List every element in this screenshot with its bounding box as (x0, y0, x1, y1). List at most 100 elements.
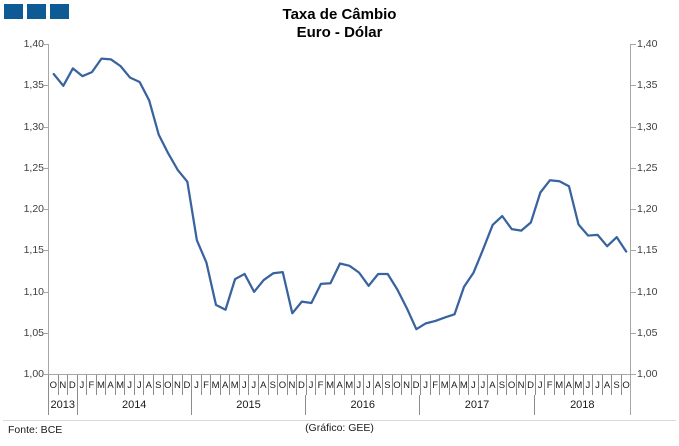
y-tick-label-left: 1,40 (23, 38, 44, 50)
x-axis-month-label: N (288, 375, 298, 395)
y-tick-label-left: 1,05 (23, 326, 44, 339)
y-tick-mark (43, 85, 48, 87)
y-tick-mark (631, 291, 636, 293)
x-axis-month-label: A (106, 375, 116, 395)
x-axis-year-label: 2013 (49, 395, 78, 415)
y-tick-label-right: 1,25 (637, 161, 658, 174)
y-tick-mark (631, 209, 636, 210)
x-axis-line (48, 374, 631, 375)
x-axis-month-label: A (259, 375, 269, 395)
x-axis-month-label: J (125, 375, 135, 395)
y-tick-label-left: 1,35 (23, 79, 44, 92)
x-axis-month-label: M (211, 375, 221, 395)
x-axis-month-label: F (202, 375, 212, 395)
x-axis-month-label: A (603, 375, 613, 395)
x-axis-month-label: J (479, 375, 489, 395)
y-tick-label-right: 1,15 (637, 244, 658, 257)
credit-note: (Gráfico: GEE) (305, 422, 374, 434)
y-tick-label-left: 1,00 (23, 368, 44, 380)
x-axis-month-label: D (412, 375, 422, 395)
x-axis-year-label: 2018 (570, 399, 595, 411)
x-axis-month-label: F (87, 375, 97, 395)
chart-title-line2: Euro - Dólar (296, 24, 383, 41)
y-tick-mark (631, 250, 636, 252)
x-axis-month-label: S (154, 375, 164, 395)
y-tick-mark (43, 250, 48, 252)
y-tick-label-right: 1,35 (637, 79, 658, 92)
y-tick-label-right: 1,10 (637, 285, 658, 298)
x-axis-month-label: A (221, 375, 231, 395)
x-axis-month-label: N (59, 375, 69, 395)
x-axis-month-label: A (450, 375, 460, 395)
x-axis-month-label: O (49, 375, 59, 395)
x-axis-month-label: M (440, 375, 450, 395)
plot-area (48, 44, 631, 374)
y-tick-label-right: 1,00 (637, 368, 658, 380)
x-axis-month-label: J (469, 375, 479, 395)
x-axis-month-label: S (498, 375, 508, 395)
x-axis-year-label: 2015 (192, 395, 307, 415)
line-series-path (52, 57, 628, 331)
x-axis-month-label: D (297, 375, 307, 395)
x-axis-month-label: N (173, 375, 183, 395)
x-axis-month-label: O (393, 375, 403, 395)
y-tick-label-left: 1,30 (23, 120, 44, 133)
x-axis-month-label: A (335, 375, 345, 395)
chart-title: Taxa de Câmbio Euro - Dólar (0, 6, 679, 42)
x-axis-month-label: J (78, 375, 88, 395)
x-axis-month-label: O (164, 375, 174, 395)
logo-squares (4, 4, 69, 19)
y-tick-mark (43, 374, 48, 375)
y-tick-label-right: 1,30 (637, 120, 658, 133)
y-tick-mark (43, 291, 48, 293)
y-tick-mark (631, 167, 636, 169)
logo-square (27, 4, 46, 19)
x-axis-year-label: 2014 (78, 395, 192, 415)
chart-title-line1: Taxa de Câmbio (282, 6, 397, 23)
x-axis-month-label: O (622, 380, 630, 391)
y-tick-mark (631, 126, 636, 128)
x-axis-month-label: O (278, 375, 288, 395)
x-axis-month-label: M (574, 375, 584, 395)
y-tick-mark (631, 332, 636, 334)
x-axis-month-label: F (545, 375, 555, 395)
y-tick-label-left: 1,25 (23, 161, 44, 174)
x-axis-month-label: A (488, 375, 498, 395)
bottom-divider (3, 420, 676, 421)
logo-square (50, 4, 69, 19)
y-tick-label-left: 1,10 (23, 285, 44, 298)
source-note: Fonte: BCE (8, 424, 63, 436)
x-axis-month-label: D (68, 375, 78, 395)
y-tick-label-right: 1,05 (637, 326, 658, 339)
x-axis-month-label: J (584, 375, 594, 395)
x-axis-month-label: F (431, 375, 441, 395)
x-axis-month-label: A (144, 375, 155, 395)
eur-usd-line-series (52, 57, 628, 331)
x-axis-month-label: A (374, 375, 384, 395)
y-tick-mark (43, 126, 48, 128)
y-tick-mark (631, 44, 636, 45)
y-tick-label-left: 1,15 (23, 244, 44, 257)
y-tick-label-right: 1,40 (637, 38, 658, 50)
x-axis-month-label: J (355, 375, 365, 395)
x-axis-year-label: 2017 (420, 395, 535, 415)
x-axis-month-label: M (345, 375, 355, 395)
x-axis-month-label: O (507, 375, 517, 395)
x-axis-month-label: M (326, 375, 336, 395)
y-tick-mark (43, 332, 48, 334)
x-axis-month-label: J (421, 375, 431, 395)
x-axis-month-label: D (526, 375, 536, 395)
y-tick-mark (43, 44, 48, 45)
x-axis-month-label: M (230, 375, 240, 395)
logo-square (4, 4, 23, 19)
x-axis-year-label: 2016 (306, 395, 421, 415)
x-axis-month-label: J (240, 375, 250, 395)
y-tick-mark (631, 85, 636, 87)
x-axis-month-label: M (97, 375, 107, 395)
y-tick-label-left: 1,20 (23, 203, 44, 215)
x-axis-month-label: N (402, 375, 412, 395)
x-axis-month-label: J (135, 375, 145, 395)
x-axis-month-label: J (593, 375, 603, 395)
x-axis-month-label: J (307, 375, 317, 395)
